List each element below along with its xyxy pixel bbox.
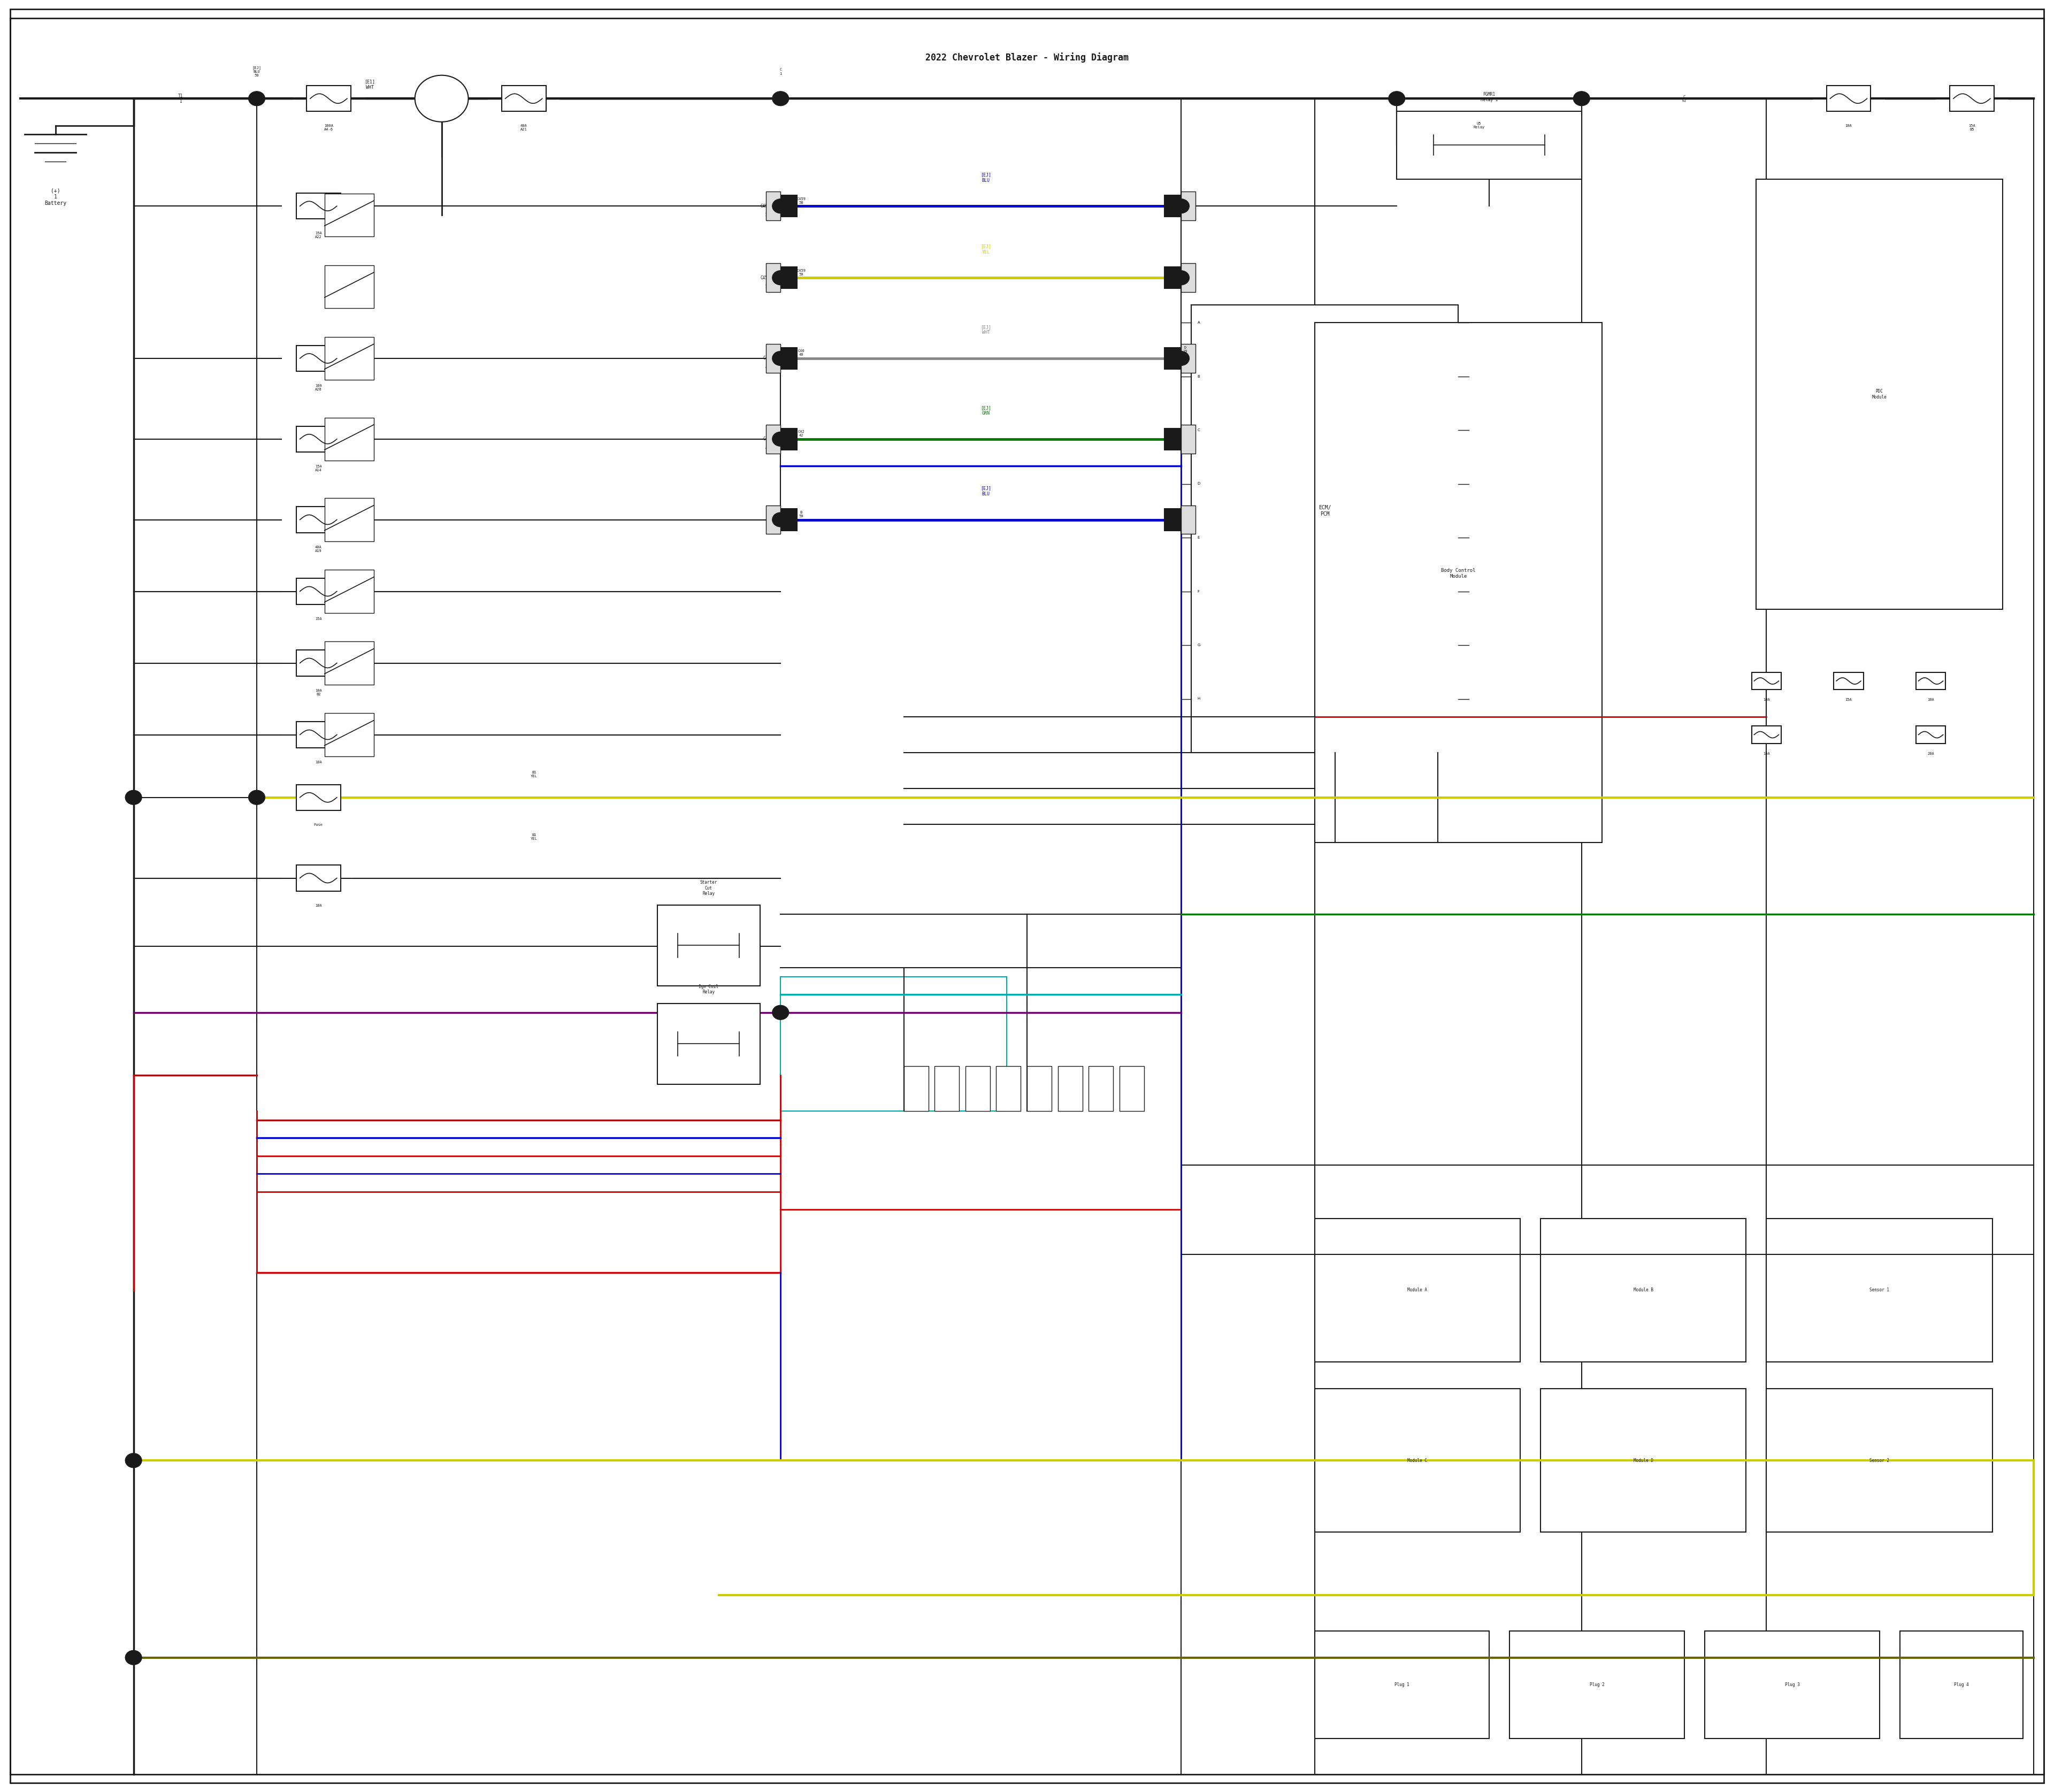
Circle shape [249, 790, 265, 805]
Text: C459: C459 [760, 276, 770, 280]
Text: 58: 58 [766, 213, 770, 217]
Text: Plug 2: Plug 2 [1590, 1683, 1604, 1686]
Circle shape [125, 1650, 142, 1665]
Bar [1165, 428, 1181, 450]
Text: Plug 4: Plug 4 [1953, 1683, 1970, 1686]
Text: Fuse: Fuse [314, 823, 322, 826]
Circle shape [125, 1453, 142, 1468]
Text: C42: C42 [762, 437, 770, 441]
Text: 15A
A14: 15A A14 [314, 464, 322, 471]
Bar [1826, 86, 1871, 111]
Text: [E1]
WHT: [E1] WHT [364, 79, 376, 90]
Bar [296, 650, 341, 676]
Text: C
E2: C E2 [1682, 95, 1686, 102]
Text: 12: 12 [1185, 285, 1189, 289]
Bar [766, 263, 781, 292]
Text: [EJ]
BLU: [EJ] BLU [980, 486, 992, 496]
Bar [935, 1066, 959, 1111]
Text: Module B: Module B [1633, 1288, 1653, 1292]
Text: ECM/
PCM: ECM/ PCM [1319, 505, 1331, 516]
Text: F: F [1197, 590, 1200, 593]
Bar [325, 713, 374, 756]
Text: PDC
Module: PDC Module [1871, 389, 1888, 400]
Text: 10A
A28: 10A A28 [314, 383, 322, 391]
Bar [766, 344, 781, 373]
Text: 8: 8 [1185, 446, 1187, 450]
Bar [657, 905, 760, 986]
Circle shape [1573, 91, 1590, 106]
Bar [766, 505, 781, 534]
Circle shape [1389, 91, 1405, 106]
Bar [1397, 111, 1582, 179]
Bar [1540, 1219, 1746, 1362]
Circle shape [772, 513, 789, 527]
Bar [1752, 726, 1781, 744]
Text: A: A [1197, 321, 1200, 324]
Bar [325, 337, 374, 380]
Bar [1191, 305, 1458, 753]
Text: 8: 8 [1185, 213, 1187, 217]
Bar [1315, 1219, 1520, 1362]
Text: 15A: 15A [1762, 753, 1771, 754]
Bar [325, 418, 374, 461]
Text: 29: 29 [1185, 366, 1189, 369]
Text: D: D [1197, 482, 1200, 486]
Bar [296, 579, 341, 604]
Text: [EJ]
BLU: [EJ] BLU [980, 172, 992, 183]
Bar [1949, 86, 1994, 111]
Text: B1
YEL: B1 YEL [530, 833, 538, 840]
Text: D: D [1185, 357, 1187, 360]
Text: Sensor 1: Sensor 1 [1869, 1288, 1890, 1292]
Bar [1834, 672, 1863, 690]
Bar [1089, 1066, 1113, 1111]
Text: [EJ]
YEL: [EJ] YEL [980, 244, 992, 254]
Text: C
1: C 1 [778, 68, 783, 75]
Text: 10A: 10A [1927, 699, 1935, 701]
Text: G: G [1197, 643, 1200, 647]
Bar [904, 1066, 928, 1111]
Bar [501, 86, 546, 111]
Text: 15A: 15A [314, 616, 322, 620]
Bar [296, 194, 341, 219]
Text: Starter
Cut
Relay: Starter Cut Relay [700, 880, 717, 896]
Bar [1027, 1066, 1052, 1111]
Bar [766, 192, 781, 220]
Circle shape [772, 91, 789, 106]
Bar [781, 348, 797, 369]
Circle shape [1173, 271, 1189, 285]
Text: B1
YEL: B1 YEL [530, 771, 538, 778]
Text: D
29: D 29 [1183, 346, 1187, 353]
Bar [325, 570, 374, 613]
Text: 20A: 20A [1927, 753, 1935, 754]
Text: B: B [1197, 375, 1200, 378]
Bar [296, 785, 341, 810]
Text: [EJ]
WHT: [EJ] WHT [980, 324, 992, 335]
Text: C40
40: C40 40 [797, 349, 805, 357]
Text: 40: 40 [766, 366, 770, 369]
Text: C459
59: C459 59 [797, 269, 805, 276]
Circle shape [772, 271, 789, 285]
Text: 15A
B5: 15A B5 [1968, 124, 1976, 131]
Text: 40A
A19: 40A A19 [314, 545, 322, 552]
Text: 15A
A22: 15A A22 [314, 231, 322, 238]
Bar [1752, 672, 1781, 690]
Bar [781, 267, 797, 289]
Text: D: D [1185, 276, 1187, 280]
Bar [1165, 509, 1181, 530]
Bar [1181, 344, 1195, 373]
Text: Body Control
Module: Body Control Module [1442, 568, 1475, 579]
Bar [1181, 263, 1195, 292]
Bar [1315, 1631, 1489, 1738]
Text: Module A: Module A [1407, 1288, 1428, 1292]
Bar [965, 1066, 990, 1111]
Bar [1766, 1219, 1992, 1362]
Bar [1119, 1066, 1144, 1111]
Text: Plug 1: Plug 1 [1395, 1683, 1409, 1686]
Bar [325, 498, 374, 541]
Circle shape [249, 91, 265, 106]
Bar [296, 722, 341, 747]
Text: 2022 Chevrolet Blazer - Wiring Diagram: 2022 Chevrolet Blazer - Wiring Diagram [926, 52, 1128, 63]
Bar [1900, 1631, 2023, 1738]
Bar [1165, 348, 1181, 369]
Text: (+)
1
Battery: (+) 1 Battery [45, 188, 66, 206]
